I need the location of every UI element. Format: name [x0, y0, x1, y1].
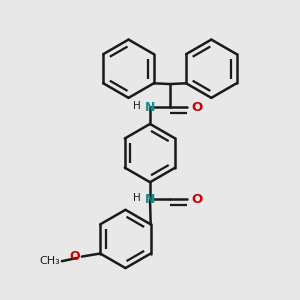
Text: O: O: [191, 193, 203, 206]
Text: O: O: [70, 250, 80, 263]
Text: CH₃: CH₃: [40, 256, 60, 266]
Text: H: H: [133, 193, 141, 202]
Text: N: N: [145, 193, 155, 206]
Text: H: H: [133, 100, 141, 110]
Text: O: O: [191, 100, 203, 114]
Text: N: N: [145, 100, 155, 114]
